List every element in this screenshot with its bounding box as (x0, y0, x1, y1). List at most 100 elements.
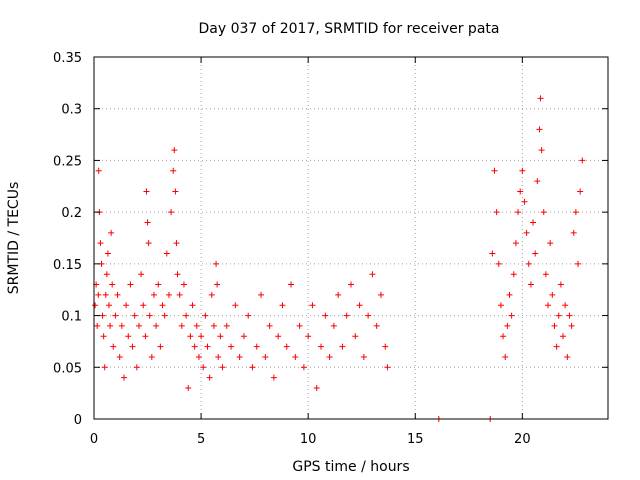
data-point (549, 291, 556, 298)
data-point (232, 302, 239, 309)
data-point (202, 312, 209, 319)
data-point (110, 343, 117, 350)
data-point (335, 291, 342, 298)
data-point (101, 364, 108, 371)
x-tick-labels: 0 5 10 15 20 (90, 432, 531, 447)
data-point (318, 343, 325, 350)
data-point (135, 322, 142, 329)
data-point (193, 322, 200, 329)
data-point (249, 364, 256, 371)
data-point (356, 302, 363, 309)
data-point (384, 364, 391, 371)
data-point (266, 322, 273, 329)
data-point (129, 343, 136, 350)
data-point (191, 343, 198, 350)
data-point (547, 240, 554, 247)
data-point (288, 281, 295, 288)
data-point (538, 147, 545, 154)
y-tick-label: 0.2 (61, 206, 82, 221)
data-point (125, 333, 132, 340)
data-point (536, 126, 543, 133)
x-tick-label: 20 (514, 432, 531, 447)
data-point (382, 343, 389, 350)
data-point (515, 209, 522, 216)
data-point (116, 353, 123, 360)
data-point (309, 302, 316, 309)
data-point (352, 333, 359, 340)
data-point (493, 209, 500, 216)
data-point (204, 343, 211, 350)
data-point (570, 229, 577, 236)
data-point (95, 167, 102, 174)
data-point (360, 353, 367, 360)
data-point (534, 178, 541, 185)
data-point (562, 302, 569, 309)
data-point (348, 281, 354, 288)
x-tick-label: 0 (90, 432, 98, 447)
data-point (551, 322, 558, 329)
data-point (579, 157, 586, 164)
data-point (174, 271, 181, 278)
data-point (523, 229, 530, 236)
data-point (214, 281, 221, 288)
data-point (339, 343, 346, 350)
data-point (575, 260, 582, 267)
data-point (577, 188, 584, 195)
data-point (198, 333, 205, 340)
y-tick-label: 0.05 (53, 361, 82, 376)
data-point (313, 384, 320, 391)
data-point (185, 384, 192, 391)
data-point (120, 374, 127, 381)
data-point (170, 167, 177, 174)
data-point (236, 353, 243, 360)
data-point (532, 250, 539, 257)
data-point (245, 312, 252, 319)
data-point (172, 188, 179, 195)
data-point (219, 364, 226, 371)
data-point (208, 291, 215, 298)
data-point (305, 333, 312, 340)
data-point (146, 312, 153, 319)
data-point (206, 374, 213, 381)
data-point (343, 312, 350, 319)
data-point (97, 240, 104, 247)
data-point (517, 188, 524, 195)
data-point (491, 167, 498, 174)
data-point (114, 291, 121, 298)
data-point (572, 209, 579, 216)
data-point (168, 209, 175, 216)
data-point (210, 322, 217, 329)
data-point (195, 353, 202, 360)
data-point (103, 271, 110, 278)
data-point (369, 271, 376, 278)
data-point (489, 250, 496, 257)
data-point (178, 322, 185, 329)
data-point (144, 219, 151, 226)
data-point (240, 333, 247, 340)
data-point (102, 291, 109, 298)
data-point (228, 343, 235, 350)
data-point (100, 333, 107, 340)
data-point (495, 260, 502, 267)
data-point (545, 302, 552, 309)
data-point (300, 364, 307, 371)
data-point (223, 322, 230, 329)
data-point (283, 343, 290, 350)
data-point (200, 364, 207, 371)
data-point (330, 322, 337, 329)
data-point (506, 291, 513, 298)
data-point (512, 240, 519, 247)
data-point (180, 281, 187, 288)
data-point (527, 281, 534, 288)
chart-title: Day 037 of 2017, SRMTID for receiver pat… (199, 21, 500, 37)
data-point (258, 291, 265, 298)
x-tick-label: 15 (407, 432, 424, 447)
data-point (148, 353, 155, 360)
grid-lines (94, 57, 608, 419)
data-point (253, 343, 260, 350)
data-point (275, 333, 282, 340)
data-point (500, 333, 507, 340)
y-tick-label: 0 (74, 413, 82, 428)
data-point (92, 302, 99, 309)
data-point (143, 188, 150, 195)
